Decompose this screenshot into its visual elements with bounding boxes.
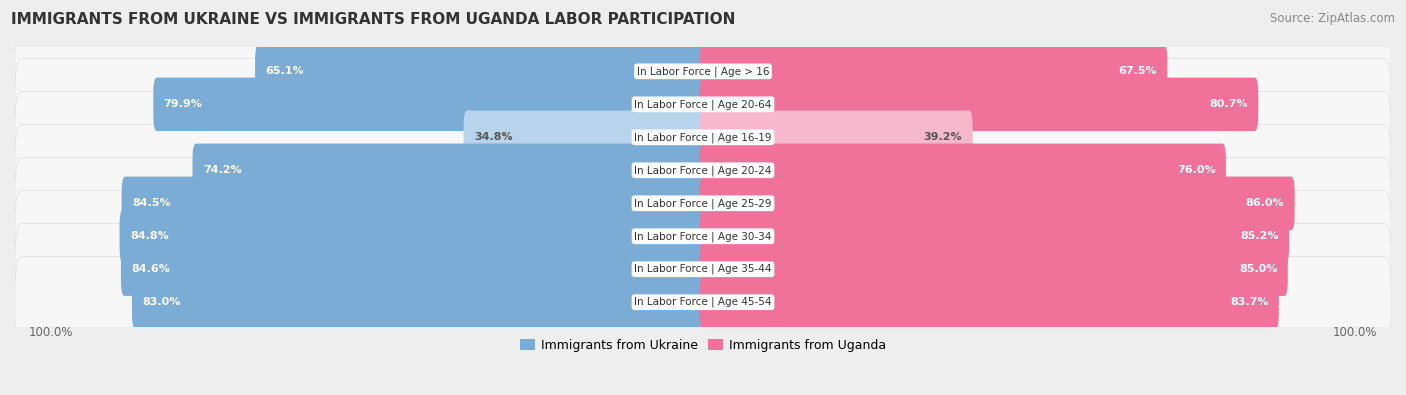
Text: In Labor Force | Age 30-34: In Labor Force | Age 30-34 <box>634 231 772 241</box>
Text: IMMIGRANTS FROM UKRAINE VS IMMIGRANTS FROM UGANDA LABOR PARTICIPATION: IMMIGRANTS FROM UKRAINE VS IMMIGRANTS FR… <box>11 12 735 27</box>
Text: 67.5%: 67.5% <box>1118 66 1157 76</box>
Text: 84.8%: 84.8% <box>129 231 169 241</box>
FancyBboxPatch shape <box>700 111 973 164</box>
FancyBboxPatch shape <box>700 77 1258 131</box>
Text: 100.0%: 100.0% <box>28 326 73 339</box>
Text: In Labor Force | Age > 16: In Labor Force | Age > 16 <box>637 66 769 77</box>
Text: 85.2%: 85.2% <box>1240 231 1279 241</box>
Text: In Labor Force | Age 20-64: In Labor Force | Age 20-64 <box>634 99 772 109</box>
Text: 76.0%: 76.0% <box>1177 165 1216 175</box>
Text: 39.2%: 39.2% <box>924 132 962 142</box>
FancyBboxPatch shape <box>120 209 706 263</box>
Text: In Labor Force | Age 35-44: In Labor Force | Age 35-44 <box>634 264 772 275</box>
Text: 86.0%: 86.0% <box>1246 198 1284 208</box>
Text: 84.5%: 84.5% <box>132 198 170 208</box>
Text: 80.7%: 80.7% <box>1209 99 1249 109</box>
FancyBboxPatch shape <box>132 275 706 329</box>
FancyBboxPatch shape <box>15 158 1391 249</box>
FancyBboxPatch shape <box>700 209 1289 263</box>
FancyBboxPatch shape <box>464 111 706 164</box>
FancyBboxPatch shape <box>254 45 706 98</box>
FancyBboxPatch shape <box>15 26 1391 117</box>
FancyBboxPatch shape <box>15 92 1391 183</box>
Text: In Labor Force | Age 45-54: In Labor Force | Age 45-54 <box>634 297 772 307</box>
Text: Source: ZipAtlas.com: Source: ZipAtlas.com <box>1270 12 1395 25</box>
Text: In Labor Force | Age 25-29: In Labor Force | Age 25-29 <box>634 198 772 209</box>
Text: 34.8%: 34.8% <box>474 132 513 142</box>
Text: In Labor Force | Age 16-19: In Labor Force | Age 16-19 <box>634 132 772 143</box>
Text: 74.2%: 74.2% <box>202 165 242 175</box>
Text: In Labor Force | Age 20-24: In Labor Force | Age 20-24 <box>634 165 772 175</box>
FancyBboxPatch shape <box>15 124 1391 216</box>
Text: 79.9%: 79.9% <box>163 99 202 109</box>
Text: 84.6%: 84.6% <box>131 264 170 274</box>
FancyBboxPatch shape <box>700 177 1295 230</box>
Text: 65.1%: 65.1% <box>266 66 304 76</box>
FancyBboxPatch shape <box>15 190 1391 282</box>
FancyBboxPatch shape <box>121 243 706 296</box>
FancyBboxPatch shape <box>700 143 1226 197</box>
FancyBboxPatch shape <box>122 177 706 230</box>
FancyBboxPatch shape <box>153 77 706 131</box>
FancyBboxPatch shape <box>15 58 1391 150</box>
FancyBboxPatch shape <box>15 224 1391 315</box>
Legend: Immigrants from Ukraine, Immigrants from Uganda: Immigrants from Ukraine, Immigrants from… <box>515 334 891 357</box>
Text: 83.0%: 83.0% <box>142 297 180 307</box>
FancyBboxPatch shape <box>700 275 1279 329</box>
Text: 83.7%: 83.7% <box>1230 297 1268 307</box>
FancyBboxPatch shape <box>700 45 1167 98</box>
FancyBboxPatch shape <box>700 243 1288 296</box>
FancyBboxPatch shape <box>193 143 706 197</box>
FancyBboxPatch shape <box>15 256 1391 348</box>
Text: 100.0%: 100.0% <box>1333 326 1378 339</box>
Text: 85.0%: 85.0% <box>1239 264 1278 274</box>
